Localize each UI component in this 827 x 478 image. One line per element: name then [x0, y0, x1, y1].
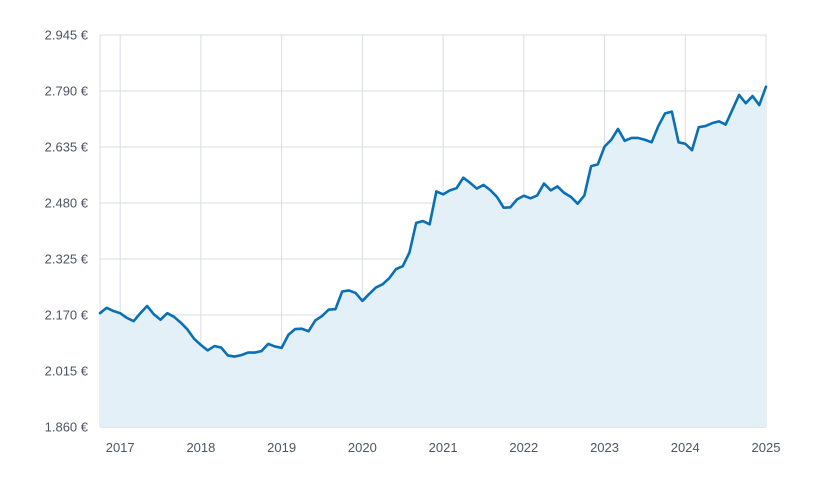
y-tick-label: 2.480 €: [45, 196, 89, 211]
y-tick-label: 2.635 €: [45, 140, 89, 155]
x-tick-label: 2018: [186, 440, 215, 455]
x-tick-label: 2024: [671, 440, 700, 455]
area-layer: [100, 86, 766, 427]
x-tick-label: 2020: [348, 440, 377, 455]
series-area: [100, 86, 766, 427]
x-tick-label: 2017: [106, 440, 135, 455]
x-tick-label: 2019: [267, 440, 296, 455]
x-tick-label: 2023: [590, 440, 619, 455]
x-axis-ticks: 2017 2018 2019 2020 2021 2022 2023 2024 2025: [106, 440, 781, 455]
line-layer: [98, 85, 768, 358]
y-tick-label: 2.325 €: [45, 252, 89, 267]
y-tick-label: 2.170 €: [45, 308, 89, 323]
y-axis-ticks: 1.860 € 2.015 € 2.170 € 2.325 € 2.480 € 2.635…: [45, 28, 89, 435]
y-tick-label: 2.790 €: [45, 84, 89, 99]
y-tick-label: 1.860 €: [45, 420, 89, 435]
x-tick-label: 2025: [752, 440, 781, 455]
x-tick-label: 2022: [509, 440, 538, 455]
y-tick-label: 2.015 €: [45, 364, 89, 379]
series-line: [98, 85, 768, 358]
x-tick-label: 2021: [429, 440, 458, 455]
y-tick-label: 2.945 €: [45, 28, 89, 43]
